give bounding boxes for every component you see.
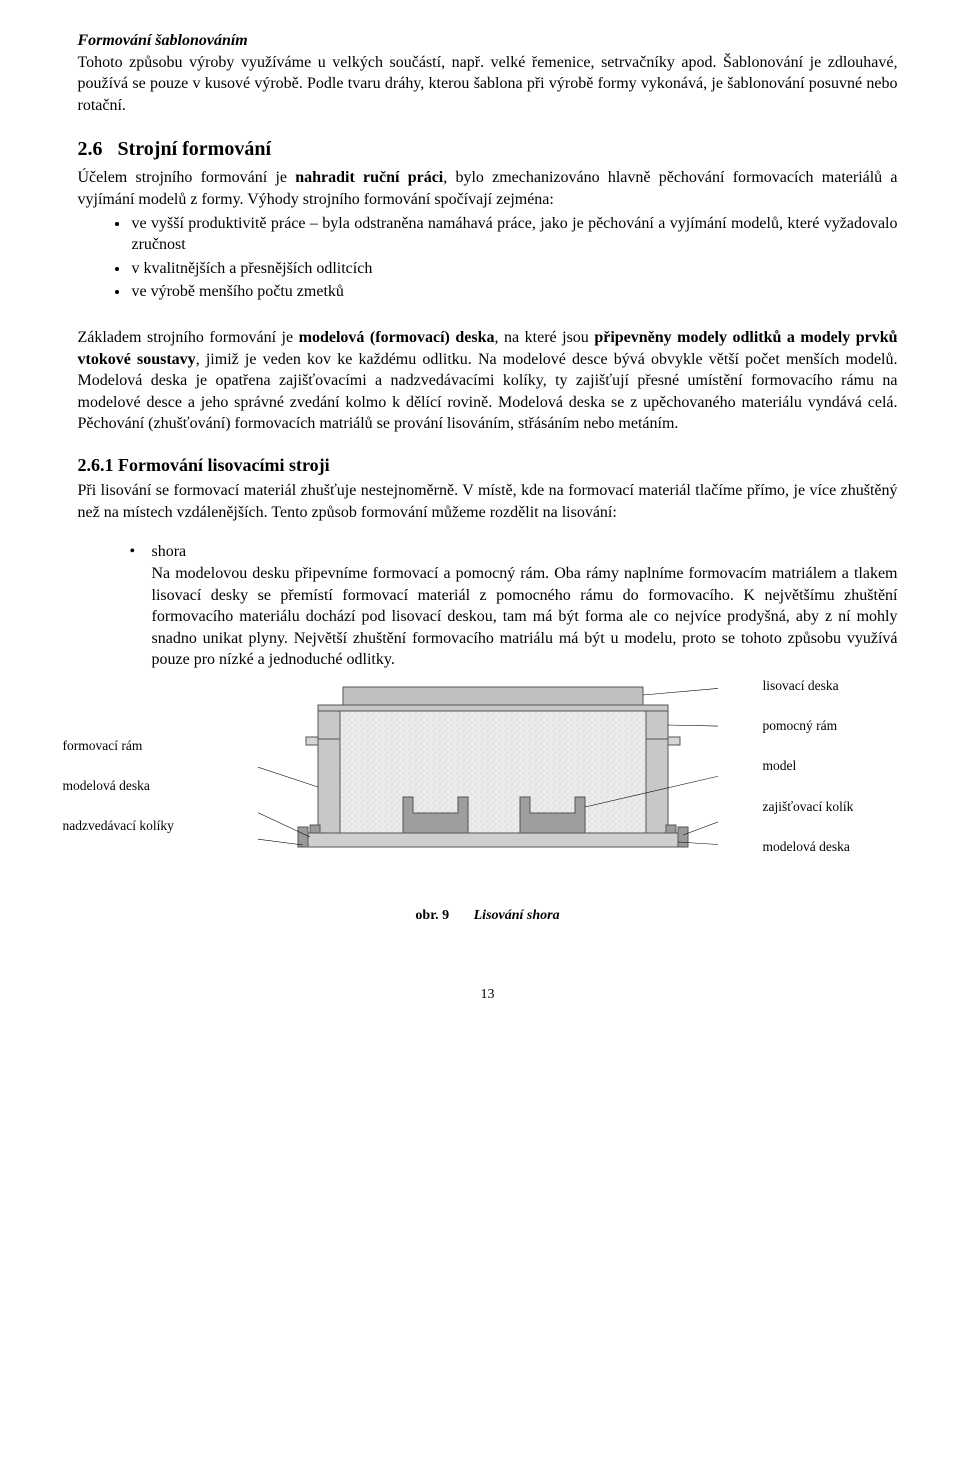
heading-number: 2.6 (78, 138, 103, 160)
bullet-list-shora: shora Na modelovou desku připevníme form… (78, 541, 898, 671)
heading-text: Strojní formování (118, 138, 272, 160)
figure-lisovani-shora: lisovací deska pomocný rám model zajišťo… (78, 677, 898, 887)
list-item: ve výrobě menšího počtu zmetků (130, 281, 898, 303)
label-modelova-deska-r: modelová deska (763, 838, 903, 856)
label-pomocny-ram: pomocný rám (763, 717, 903, 735)
list-item-shora: shora Na modelovou desku připevníme form… (130, 541, 898, 671)
paragraph-sablonovani: Tohoto způsobu výroby využíváme u velkýc… (78, 52, 898, 117)
paragraph-2-6-intro: Účelem strojního formování je nahradit r… (78, 167, 898, 210)
heading-2-6: 2.6 Strojní formování (78, 136, 898, 163)
text-bold: nahradit ruční práci (295, 169, 443, 186)
label-lisovaci-deska: lisovací deska (763, 677, 903, 695)
list-item: ve vyšší produktivitě práce – byla odstr… (130, 213, 898, 256)
list-item: v kvalitnějších a přesnějších odlitcích (130, 258, 898, 280)
text-span: , na které jsou (495, 329, 595, 346)
paragraph-modelova-deska: Základem strojního formování je modelová… (78, 327, 898, 435)
text-bold: modelová (formovací) deska (299, 329, 495, 346)
heading-sablonovani: Formování šablonováním (78, 30, 898, 52)
label-formovaci-ram: formovací rám (63, 737, 218, 755)
diagram-svg (258, 677, 718, 887)
label-modelova-deska-l: modelová deska (63, 777, 218, 795)
figure-caption: obr. 9 Lisování shora (78, 907, 898, 926)
label-model: model (763, 757, 903, 775)
text-span: Základem strojního formování je (78, 329, 299, 346)
caption-num: obr. 9 (415, 908, 449, 923)
label-zajistovaci-kolik: zajišťovací kolík (763, 798, 903, 816)
text-span: Účelem strojního formování je (78, 169, 296, 186)
bullet-list-advantages: ve vyšší produktivitě práce – byla odstr… (78, 213, 898, 303)
paragraph-lisovani-intro: Při lisování se formovací materiál zhušť… (78, 480, 898, 523)
sub-label: shora (152, 543, 187, 560)
text-span: , jimiž je veden kov ke každému odlitku.… (78, 351, 898, 433)
page-number: 13 (78, 986, 898, 1005)
label-nadzvedavaci-koliky: nadzvedávací kolíky (63, 817, 218, 835)
figure-labels-left: formovací rám modelová deska nadzvedávac… (63, 737, 218, 858)
heading-text: Formování šablonováním (78, 32, 248, 49)
heading-2-6-1: 2.6.1 Formování lisovacími stroji (78, 453, 898, 477)
caption-text: Lisování shora (474, 908, 560, 923)
sub-body: Na modelovou desku připevníme formovací … (152, 565, 898, 668)
figure-labels-right: lisovací deska pomocný rám model zajišťo… (763, 677, 903, 878)
